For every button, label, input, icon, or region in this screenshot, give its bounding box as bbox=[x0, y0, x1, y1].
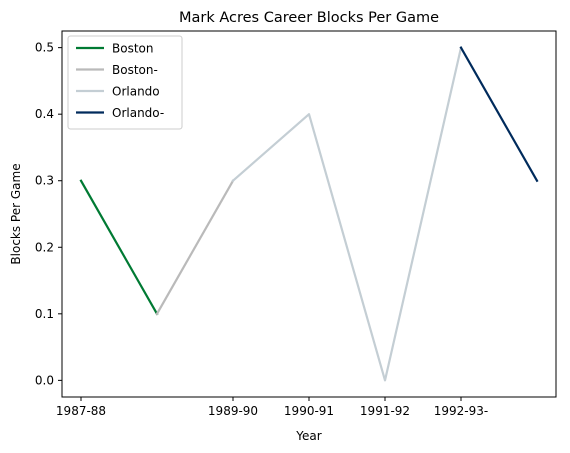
y-tick-label: 0.5 bbox=[35, 41, 54, 55]
y-tick-label: 0.1 bbox=[35, 307, 54, 321]
y-axis-label: Blocks Per Game bbox=[9, 163, 23, 264]
legend-entry-label: Boston- bbox=[112, 63, 158, 77]
x-axis-label: Year bbox=[295, 429, 321, 443]
legend-box bbox=[67, 35, 183, 130]
y-tick-label: 0.0 bbox=[35, 373, 54, 387]
x-tick-label: 1991-92 bbox=[360, 404, 410, 418]
y-tick-label: 0.2 bbox=[35, 240, 54, 254]
legend-entry-label: Boston bbox=[112, 42, 153, 56]
series-line-4 bbox=[459, 46, 539, 183]
chart-title: Mark Acres Career Blocks Per Game bbox=[179, 10, 439, 26]
x-tick-label: 1989-90 bbox=[208, 404, 258, 418]
plot-area bbox=[79, 46, 539, 382]
legend-entry-label: Orlando bbox=[112, 85, 160, 99]
series-line-3 bbox=[231, 46, 463, 382]
series-line-2 bbox=[155, 179, 235, 316]
x-tick-label: 1987-88 bbox=[56, 404, 106, 418]
y-tick-label: 0.3 bbox=[35, 174, 54, 188]
legend: Boston Boston- Orlando Orlando- bbox=[67, 35, 183, 130]
x-tick-label: 1990-91 bbox=[284, 404, 334, 418]
series-line-1 bbox=[79, 179, 159, 316]
x-tick-label: 1992-93- bbox=[434, 404, 488, 418]
y-tick-label: 0.4 bbox=[35, 107, 54, 121]
legend-entry-label: Orlando- bbox=[112, 106, 164, 120]
axes: 0.0 0.1 0.2 0.3 0.4 0.5 1987-88 1989-90 1990-91 1… bbox=[35, 30, 557, 418]
